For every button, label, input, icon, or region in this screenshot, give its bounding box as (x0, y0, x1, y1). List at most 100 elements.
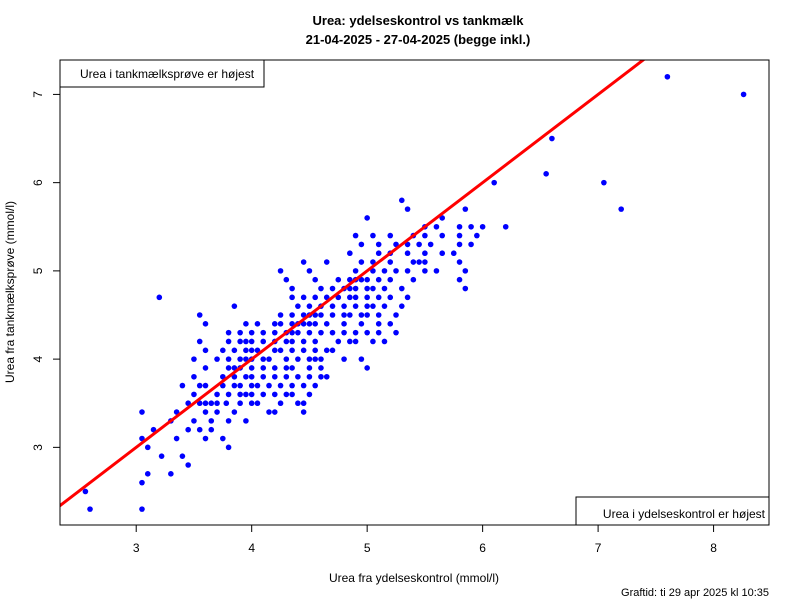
data-point (375, 321, 382, 327)
data-point (271, 329, 278, 336)
x-tick-label: 4 (248, 541, 255, 555)
data-point (318, 356, 324, 362)
data-point (231, 303, 238, 309)
data-point (208, 426, 215, 433)
data-point (231, 347, 238, 354)
data-point (422, 259, 428, 265)
data-point (225, 418, 232, 424)
data-point (306, 391, 313, 398)
data-point (254, 382, 261, 389)
data-point (306, 268, 313, 274)
data-point (358, 312, 365, 318)
x-tick-label: 7 (595, 541, 602, 555)
data-point (196, 312, 203, 318)
data-point (381, 338, 388, 345)
data-point (398, 197, 405, 204)
data-point (358, 259, 365, 265)
data-point (231, 373, 238, 380)
data-point (341, 356, 347, 362)
data-point (139, 506, 145, 512)
data-point (375, 312, 382, 318)
data-point (283, 391, 290, 398)
data-point (318, 312, 324, 318)
data-point (375, 294, 382, 301)
data-point (248, 400, 255, 407)
data-point (185, 426, 191, 433)
x-tick-label: 8 (710, 541, 717, 555)
legend-top-left-label: Urea i tankmælksprøve er højest (80, 67, 255, 81)
data-point (358, 356, 365, 362)
data-point (433, 268, 440, 274)
data-point (237, 356, 243, 362)
data-point (237, 382, 243, 389)
data-point (318, 373, 324, 380)
data-point (393, 268, 399, 274)
data-point (387, 259, 394, 265)
data-point (358, 276, 365, 283)
data-point (158, 453, 165, 459)
data-point (231, 382, 238, 389)
data-point (289, 382, 295, 389)
data-point (237, 391, 243, 398)
data-point (254, 400, 261, 407)
data-point (139, 479, 145, 486)
x-axis: 3 4 5 6 7 8 (133, 525, 717, 555)
data-point (335, 338, 342, 345)
data-point (364, 303, 370, 309)
data-point (427, 241, 434, 248)
data-point (289, 321, 295, 327)
data-point (243, 338, 249, 345)
data-point (283, 373, 290, 380)
data-point (352, 285, 359, 292)
data-point (404, 268, 411, 274)
data-point (352, 329, 359, 336)
legend-top-left: Urea i tankmælksprøve er højest (59, 59, 265, 88)
data-point (323, 347, 330, 354)
data-point (248, 329, 255, 336)
data-point (277, 321, 284, 327)
data-point (393, 241, 399, 248)
data-point (306, 329, 313, 336)
data-point (260, 356, 267, 362)
data-point (168, 471, 174, 477)
data-point (208, 400, 215, 407)
data-point (335, 294, 342, 301)
data-point (341, 303, 347, 309)
data-point (139, 409, 145, 415)
data-point (393, 329, 399, 336)
data-point (306, 373, 313, 380)
data-point (271, 365, 278, 371)
data-point (271, 373, 278, 380)
data-point (312, 312, 318, 318)
data-point (300, 321, 307, 327)
data-point (248, 373, 255, 380)
legend-bottom-right-label: Urea i ydelseskontrol er højest (603, 507, 766, 521)
data-point (398, 285, 405, 292)
data-point (664, 73, 671, 80)
data-point (410, 259, 417, 265)
data-point (306, 356, 313, 362)
data-point (456, 259, 463, 265)
data-point (196, 426, 203, 433)
data-point (254, 347, 261, 354)
data-point (300, 338, 307, 345)
data-point (283, 365, 290, 371)
data-point (248, 365, 255, 371)
data-point (740, 91, 747, 98)
data-point (173, 435, 180, 442)
data-point (364, 329, 370, 336)
data-point (271, 347, 278, 354)
data-point (306, 321, 313, 327)
data-point (260, 373, 267, 380)
data-point (312, 321, 318, 327)
data-point (196, 338, 203, 345)
data-point (398, 303, 405, 309)
data-point (364, 294, 370, 301)
data-point (300, 382, 307, 389)
data-point (364, 215, 370, 221)
data-point (300, 347, 307, 354)
data-point (312, 356, 318, 362)
data-point (214, 356, 220, 362)
data-point (248, 338, 255, 345)
